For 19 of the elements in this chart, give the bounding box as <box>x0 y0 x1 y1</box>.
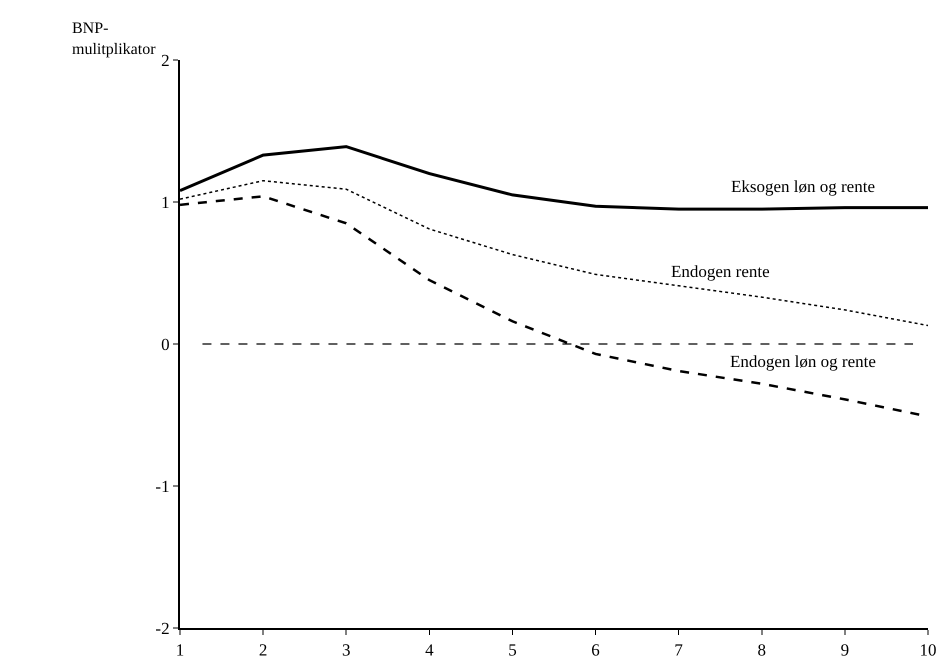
y-axis-title: BNP- mulitplikator <box>72 20 156 58</box>
x-tick-label: 4 <box>425 640 434 660</box>
series-label: Eksogen løn og rente <box>731 177 875 196</box>
y-tick-label: 0 <box>161 334 170 354</box>
x-tick-label: 6 <box>591 640 600 660</box>
y-tick-label: -1 <box>155 476 170 496</box>
series-label: Endogen løn og rente <box>730 352 876 371</box>
y-tick-label: 1 <box>161 192 170 212</box>
y-tick-label: 2 <box>161 50 170 70</box>
x-tick-label: 9 <box>840 640 850 660</box>
x-tick-label: 3 <box>342 640 350 660</box>
x-tick-label: 2 <box>258 640 268 660</box>
x-tick-label: 8 <box>758 640 766 660</box>
x-tick-label: 10 <box>920 640 936 660</box>
y-tick-label: -2 <box>155 618 170 638</box>
series-label: Endogen rente <box>671 262 770 281</box>
x-tick-label: 5 <box>508 640 517 660</box>
x-tick-label: 7 <box>674 640 684 660</box>
x-tick-label: 1 <box>176 640 184 660</box>
